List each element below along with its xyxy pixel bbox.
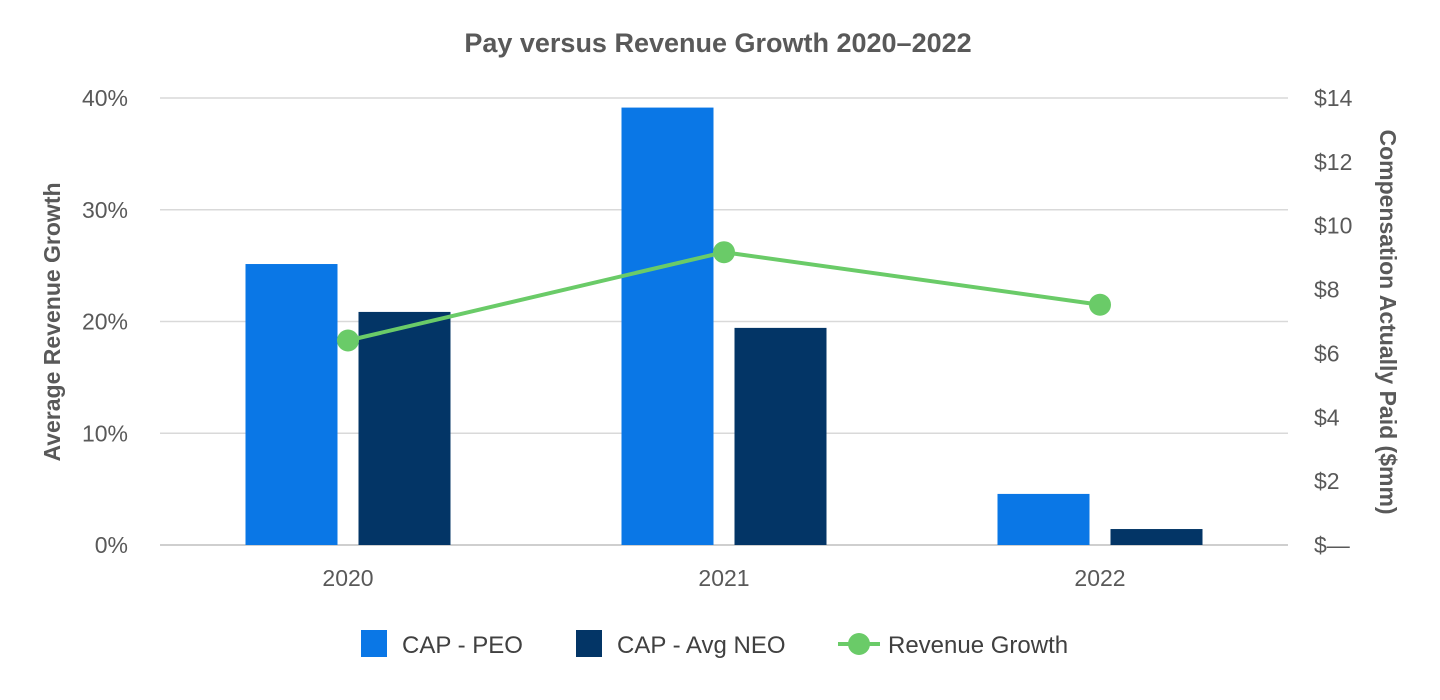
right-axis-title: Compensation Actually Paid ($mm) xyxy=(1375,129,1401,514)
legend-swatch-cap-avg-neo xyxy=(576,630,602,657)
left-tick-label: 30% xyxy=(82,197,128,223)
legend-label-cap-avg-neo: CAP - Avg NEO xyxy=(617,632,786,659)
left-tick-label: 0% xyxy=(95,532,128,558)
left-axis-title: Average Revenue Growth xyxy=(39,182,65,461)
right-tick-label: $— xyxy=(1314,532,1350,558)
x-tick-label: 2022 xyxy=(1074,565,1125,591)
bar-cap-avg-neo-2021 xyxy=(734,327,827,545)
line-path xyxy=(347,250,1101,343)
left-tick-label: 20% xyxy=(82,309,128,335)
bar-cap-peo-2022 xyxy=(997,493,1090,545)
left-axis: 0% 10% 20% 30% 40% xyxy=(82,85,128,558)
bars xyxy=(245,107,1203,545)
right-tick-label: $14 xyxy=(1314,85,1353,111)
bar-cap-avg-neo-2020 xyxy=(358,311,451,545)
bar-cap-avg-neo-2022 xyxy=(1110,529,1203,545)
gridlines xyxy=(160,97,1288,546)
x-tick-label: 2021 xyxy=(698,565,749,591)
right-tick-label: $10 xyxy=(1314,213,1352,239)
bar-cap-peo-2020 xyxy=(245,264,338,545)
right-tick-label: $4 xyxy=(1314,404,1340,430)
right-tick-label: $6 xyxy=(1314,340,1340,366)
line-point-2021 xyxy=(713,241,735,264)
legend: CAP - PEO CAP - Avg NEO Revenue Growth xyxy=(361,630,1068,659)
revenue-growth-line xyxy=(337,241,1111,352)
chart-title: Pay versus Revenue Growth 2020–2022 xyxy=(464,28,971,58)
line-point-2020 xyxy=(337,329,359,352)
legend-swatch-cap-peo xyxy=(361,630,387,657)
right-tick-label: $12 xyxy=(1314,149,1352,175)
x-tick-label: 2020 xyxy=(322,565,373,591)
left-tick-label: 10% xyxy=(82,420,128,446)
x-axis: 2020 2021 2022 xyxy=(322,565,1125,591)
bar-cap-peo-2021 xyxy=(621,107,714,545)
legend-marker-revenue-growth xyxy=(848,633,870,655)
right-tick-label: $2 xyxy=(1314,468,1340,494)
line-point-2022 xyxy=(1089,293,1111,316)
left-tick-label: 40% xyxy=(82,85,128,111)
right-tick-label: $8 xyxy=(1314,277,1340,303)
legend-label-cap-peo: CAP - PEO xyxy=(402,632,523,659)
legend-label-revenue-growth: Revenue Growth xyxy=(888,632,1068,659)
right-axis: $— $2 $4 $6 $8 $10 $12 $14 xyxy=(1314,85,1353,558)
